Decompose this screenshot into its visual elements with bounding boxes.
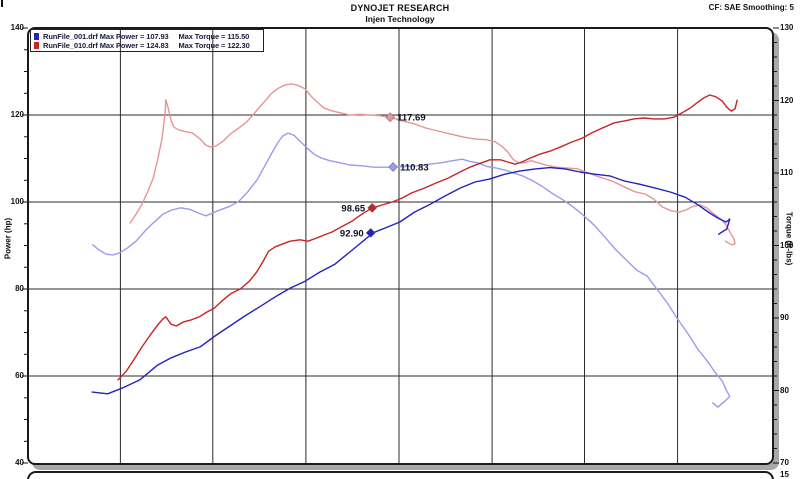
torque-red-curve xyxy=(129,83,736,246)
cursor-value-label: 117.69 xyxy=(397,113,426,124)
cursor-value-label: 98.65 xyxy=(341,203,365,214)
torque-cursor-marker[interactable] xyxy=(388,162,398,172)
torque-axis-tick-label: 70 xyxy=(780,458,789,467)
cursor-value-label: 92.90 xyxy=(340,228,364,239)
power-cursor-marker[interactable] xyxy=(367,203,378,213)
torque-axis-tick-label: 90 xyxy=(780,313,789,322)
correction-smoothing-label: CF: SAE Smoothing: 5 xyxy=(708,3,794,12)
power-cursor-marker[interactable] xyxy=(365,228,376,238)
plot-canvas: 117.69 110.83 98.65 92.90 xyxy=(22,27,779,464)
power-axis-title: Power (hp) xyxy=(3,217,13,260)
power-axis-tick-label: 140 xyxy=(10,23,24,32)
power-axis-tick-label: 120 xyxy=(10,110,24,119)
cursor-value-label: 110.83 xyxy=(400,163,429,174)
page-subtitle: Injen Technology xyxy=(365,14,435,24)
legend-run-text: RunFile_010.drf Max Power = 124.83 Max T… xyxy=(43,41,250,50)
power-axis-tick-label: 100 xyxy=(10,197,24,206)
run-legend: RunFile_001.drf Max Power = 107.93 Max T… xyxy=(30,29,264,52)
power-axis-tick-label: 80 xyxy=(15,284,24,293)
page-title: DYNOJET RESEARCH xyxy=(350,3,450,13)
legend-color-swatch xyxy=(34,42,39,49)
legend-color-swatch xyxy=(34,33,39,40)
torque-axis-tick-label: 120 xyxy=(780,96,794,105)
torque-axis-tick-label: 80 xyxy=(780,386,789,395)
torque-blue-curve xyxy=(92,132,731,408)
power-axis-tick-label: 40 xyxy=(15,458,24,467)
legend-row: RunFile_001.drf Max Power = 107.93 Max T… xyxy=(34,32,263,41)
power-blue-curve xyxy=(91,166,731,395)
screen-corner-artifact xyxy=(1,0,3,7)
power-axis-tick-label: 60 xyxy=(15,371,24,380)
legend-run-text: RunFile_001.drf Max Power = 107.93 Max T… xyxy=(43,32,250,41)
torque-cursor-marker[interactable] xyxy=(385,112,395,123)
torque-axis-title: Torque (ft-lbs) xyxy=(784,211,794,266)
power-red-curve xyxy=(117,94,738,381)
next-panel-partial xyxy=(27,471,774,479)
next-panel-tick-label: 15 xyxy=(780,470,789,479)
torque-axis-tick-label: 100 xyxy=(780,241,794,250)
legend-row: RunFile_010.drf Max Power = 124.83 Max T… xyxy=(34,41,263,50)
torque-axis-tick-label: 110 xyxy=(780,168,793,177)
torque-axis-tick-label: 130 xyxy=(780,23,794,32)
